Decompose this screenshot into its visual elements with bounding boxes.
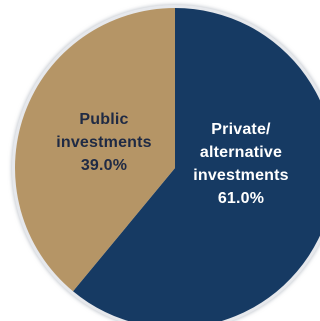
slice-value-label: 61.0% xyxy=(218,190,264,207)
slice-label-private-alternative: Private/ alternative investments 61.0% xyxy=(193,121,289,207)
slice-label-line: investments xyxy=(193,167,289,184)
slice-label-line: Private/ xyxy=(211,121,271,138)
pie-slice-private-alternative xyxy=(73,8,320,321)
pie-slice-public xyxy=(15,8,176,292)
slice-label-line: investments xyxy=(56,134,152,151)
slice-label-line: Public xyxy=(79,111,128,128)
slice-value-label: 39.0% xyxy=(81,157,127,174)
slice-label-line: alternative xyxy=(200,144,282,161)
slice-label-public: Public investments 39.0% xyxy=(56,111,152,174)
